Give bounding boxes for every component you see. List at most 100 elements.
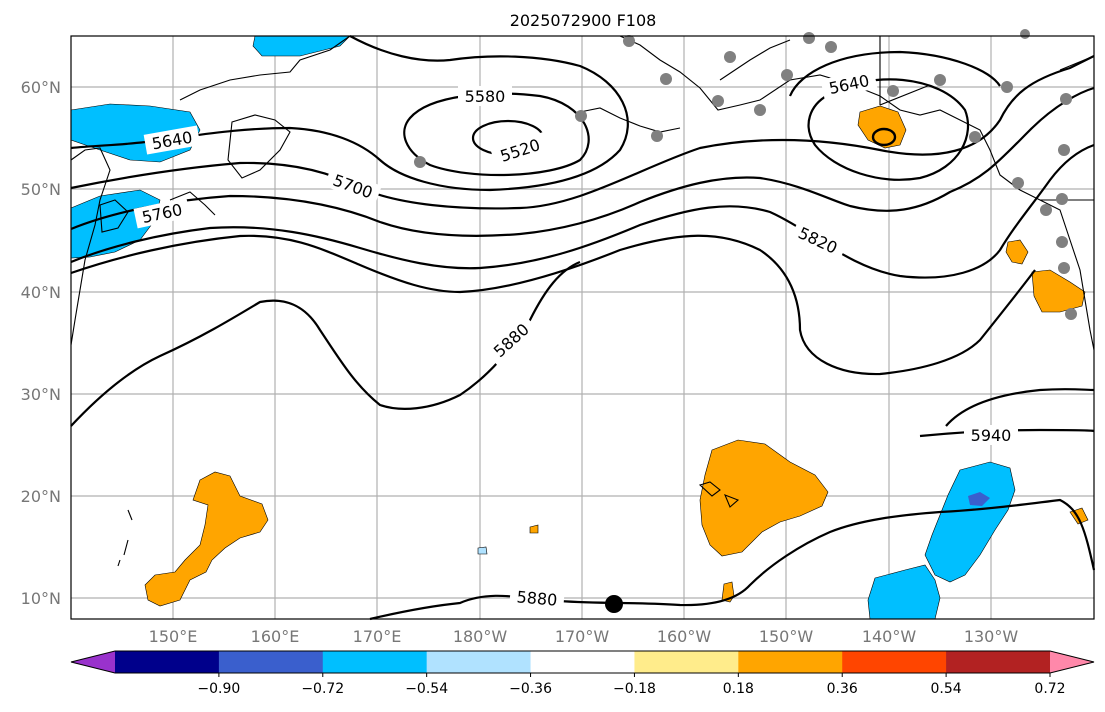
plot-area: 5580 5520 5640 5640 5700 5760 5820 5880 … — [70, 29, 1096, 621]
negative-anomaly-east-pacific — [924, 461, 1016, 583]
colorbar-segment — [322, 651, 428, 673]
colorbar-segment — [426, 651, 532, 673]
station-marker — [414, 156, 426, 168]
label-bg-5640-east — [820, 68, 878, 100]
lon-tick-label: 150°W — [759, 627, 814, 646]
station-marker — [1040, 204, 1052, 216]
station-marker — [660, 73, 672, 85]
colorbar-extension-high — [1050, 651, 1094, 673]
label-bg-5880-mid — [484, 314, 538, 366]
station-marker — [1001, 81, 1013, 93]
station-marker — [1065, 308, 1077, 320]
colorbar-segment — [946, 651, 1051, 673]
station-marker — [781, 69, 793, 81]
station-marker — [1058, 262, 1070, 274]
lon-tick-label: 180°W — [453, 627, 508, 646]
label-bg-5580 — [458, 86, 512, 106]
map-title: 2025072900 F108 — [510, 11, 657, 30]
label-bg-5760 — [133, 197, 191, 229]
colorbar-segment — [218, 651, 324, 673]
colorbar: −0.90 −0.72 −0.54 −0.36 −0.18 0.18 0.36 0.54 0.7… — [70, 650, 1095, 697]
contour-label-5940: 5940 — [971, 426, 1012, 445]
contour-labels: 5580 5520 5640 5640 5700 5760 5820 5880 … — [133, 68, 1018, 611]
station-marker — [575, 110, 587, 122]
coastline-asia — [70, 147, 111, 346]
lon-tick-label: 140°W — [862, 627, 917, 646]
boundary-alaska-canada — [879, 36, 931, 106]
station-marker — [1056, 236, 1068, 248]
colorbar-segment — [634, 651, 739, 673]
colorbar-outline — [70, 650, 1095, 674]
contour-5940-north — [945, 388, 1095, 427]
contour-5760 — [70, 86, 1095, 237]
station-marker — [825, 41, 837, 53]
contour-5640-east-arc — [788, 50, 1001, 97]
coastline-hokkaido — [99, 199, 129, 233]
colorbar-tick-label: −0.18 — [613, 681, 656, 697]
lat-tick-label: 30°N — [21, 385, 61, 404]
colorbar-tick-label: −0.36 — [509, 681, 552, 697]
label-bg-5700 — [324, 167, 382, 205]
positive-anomaly-california — [1031, 269, 1086, 313]
storm-center-marker — [605, 595, 623, 613]
colorbar-segment — [738, 651, 843, 673]
colorbar-tick-label: −0.54 — [405, 681, 448, 697]
lon-tick-label: 170°E — [353, 627, 402, 646]
station-marker — [651, 130, 663, 142]
positive-anomaly-washington — [1005, 239, 1029, 265]
lon-tick-label: 150°E — [149, 627, 198, 646]
station-marker — [1056, 193, 1068, 205]
colorbar-tick-label: 0.18 — [723, 681, 754, 697]
strong-negative-anomaly — [968, 492, 990, 506]
lon-axis: 150°E 160°E 170°E 180°W 170°W 160°W 150°… — [149, 627, 1019, 646]
station-marker — [1012, 177, 1024, 189]
station-marker — [724, 51, 736, 63]
colorbar-tick-label: 0.54 — [931, 681, 962, 697]
station-marker — [969, 131, 981, 143]
station-marker — [712, 95, 724, 107]
contour-label-5880-south: 5880 — [516, 587, 558, 609]
station-marker — [754, 104, 766, 116]
coastline-siberia — [179, 35, 351, 101]
contour-5880-mid — [70, 234, 1036, 376]
colorbar-extension-low — [71, 651, 115, 673]
coastline-aleutians-east — [579, 107, 681, 133]
colorbar-tick-label: −0.90 — [197, 681, 240, 697]
lat-tick-label: 50°N — [21, 180, 61, 199]
colorbar-tick-label: 0.72 — [1034, 681, 1065, 697]
lat-tick-label: 10°N — [21, 589, 61, 608]
station-marker — [887, 85, 899, 97]
station-marker — [803, 32, 815, 44]
lat-tick-label: 20°N — [21, 487, 61, 506]
lon-tick-label: 160°E — [251, 627, 300, 646]
negative-anomaly-small-cell — [477, 546, 488, 555]
colorbar-tick-label: −0.72 — [301, 681, 344, 697]
contour-5820 — [70, 143, 1095, 279]
station-marker — [1060, 93, 1072, 105]
label-bg-5820 — [790, 219, 848, 261]
colorbar-segment — [530, 651, 635, 673]
contour-5640-alaska — [807, 78, 970, 181]
colorbar-tick-label: 0.36 — [827, 681, 858, 697]
lat-tick-label: 40°N — [21, 283, 61, 302]
station-marker — [934, 74, 946, 86]
lat-tick-label: 60°N — [21, 78, 61, 97]
contour-small-low — [871, 127, 897, 147]
label-bg-5640-west — [143, 125, 201, 155]
lon-tick-label: 160°W — [657, 627, 712, 646]
colorbar-segment — [115, 651, 220, 673]
positive-anomaly-small-cell — [529, 524, 539, 534]
coastline-hawaii — [698, 481, 740, 508]
label-bg-5940 — [964, 425, 1018, 445]
coastline-kamchatka — [227, 114, 291, 179]
lat-axis: 60°N 50°N 40°N 30°N 20°N 10°N — [21, 78, 61, 608]
negative-anomaly-southeast — [867, 564, 941, 620]
positive-anomaly-marianas — [144, 471, 269, 607]
lon-tick-label: 170°W — [555, 627, 610, 646]
lon-tick-label: 130°W — [964, 627, 1019, 646]
station-marker — [1058, 144, 1070, 156]
coastline-alaska-interior — [719, 39, 791, 81]
contour-5940 — [919, 428, 1095, 438]
coastline-alaska-westcoast — [619, 35, 1095, 351]
